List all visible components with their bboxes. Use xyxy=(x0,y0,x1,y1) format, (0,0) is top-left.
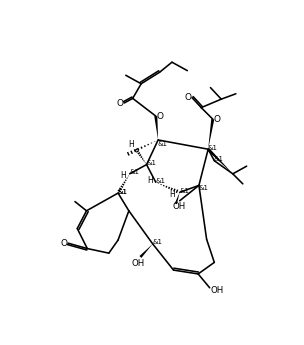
Text: &1: &1 xyxy=(208,145,218,151)
Text: &1: &1 xyxy=(152,239,162,245)
Text: &1: &1 xyxy=(118,189,128,195)
Text: &1: &1 xyxy=(199,185,209,191)
Text: OH: OH xyxy=(211,286,224,295)
Text: H: H xyxy=(169,190,175,199)
Text: O: O xyxy=(117,99,124,108)
Text: H: H xyxy=(147,176,153,185)
Text: OH: OH xyxy=(131,259,145,268)
Text: &1: &1 xyxy=(158,141,168,147)
Text: H: H xyxy=(128,140,134,149)
Text: O: O xyxy=(185,93,192,102)
Text: &1: &1 xyxy=(179,188,189,194)
Text: &1: &1 xyxy=(155,178,165,184)
Polygon shape xyxy=(208,119,214,149)
Text: H: H xyxy=(121,171,126,180)
Polygon shape xyxy=(154,116,158,140)
Text: O: O xyxy=(61,239,68,248)
Polygon shape xyxy=(140,244,153,258)
Text: &1: &1 xyxy=(213,156,223,162)
Polygon shape xyxy=(175,192,180,204)
Text: OH: OH xyxy=(172,203,185,211)
Text: O: O xyxy=(156,111,163,121)
Text: O: O xyxy=(213,115,220,124)
Text: &1: &1 xyxy=(129,169,139,175)
Polygon shape xyxy=(207,148,233,174)
Text: &1: &1 xyxy=(146,160,156,166)
Text: &1: &1 xyxy=(118,189,128,195)
